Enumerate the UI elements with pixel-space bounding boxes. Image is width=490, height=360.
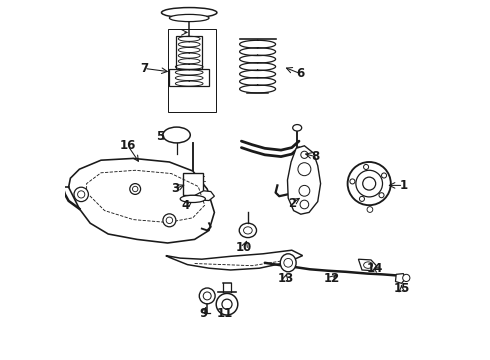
Text: 2: 2	[288, 197, 296, 210]
Circle shape	[356, 170, 383, 197]
Text: 16: 16	[120, 139, 136, 152]
Circle shape	[216, 293, 238, 315]
Ellipse shape	[180, 195, 205, 202]
Circle shape	[363, 177, 376, 190]
Ellipse shape	[239, 223, 257, 238]
Ellipse shape	[170, 14, 209, 22]
Polygon shape	[195, 191, 215, 201]
Bar	[183, 173, 203, 195]
Polygon shape	[358, 259, 376, 271]
Text: 15: 15	[393, 282, 410, 294]
Circle shape	[403, 274, 410, 282]
Bar	[168, 29, 216, 112]
Ellipse shape	[280, 254, 296, 272]
Circle shape	[163, 214, 176, 227]
Text: 7: 7	[140, 62, 148, 75]
Polygon shape	[288, 146, 320, 214]
Circle shape	[347, 162, 391, 205]
Circle shape	[74, 187, 88, 202]
Text: 13: 13	[277, 273, 294, 285]
Text: 3: 3	[171, 183, 179, 195]
Circle shape	[350, 179, 355, 184]
Ellipse shape	[293, 125, 302, 131]
Polygon shape	[395, 274, 405, 283]
Circle shape	[360, 196, 365, 201]
Circle shape	[364, 165, 368, 170]
Text: 11: 11	[217, 307, 233, 320]
Polygon shape	[69, 158, 215, 243]
Bar	[170, 69, 209, 86]
Text: 14: 14	[367, 262, 383, 275]
Text: 4: 4	[181, 199, 190, 212]
Text: 8: 8	[311, 150, 319, 163]
Circle shape	[379, 193, 384, 198]
Text: 9: 9	[199, 307, 208, 320]
Bar	[176, 36, 202, 69]
Text: 10: 10	[236, 241, 252, 254]
Text: 5: 5	[156, 130, 165, 143]
Ellipse shape	[163, 127, 190, 143]
Ellipse shape	[162, 8, 217, 18]
Circle shape	[130, 184, 141, 194]
Text: 1: 1	[399, 179, 408, 192]
Text: 12: 12	[323, 273, 340, 285]
Circle shape	[382, 173, 387, 178]
Text: 6: 6	[296, 67, 305, 80]
Polygon shape	[166, 250, 303, 270]
Circle shape	[199, 288, 215, 304]
